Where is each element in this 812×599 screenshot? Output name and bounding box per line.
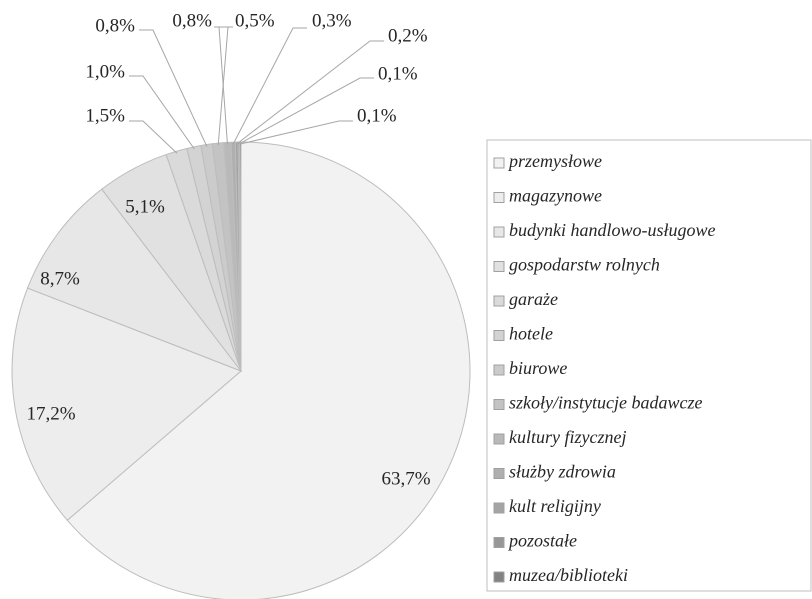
legend-swatch [493,399,505,410]
legend-swatch [493,571,505,583]
legend-label: muzea/biblioteki [509,565,628,585]
pie-slice [11,287,242,521]
data-label: 1,5% [85,105,125,126]
legend-label: gospodarstw rolnych [509,255,660,275]
leader-line [236,40,384,145]
legend-label: garaże [509,289,558,309]
pie-slice [66,141,471,599]
leader-line [139,29,208,147]
leader-line [129,75,195,150]
legend-label: szkoły/instytucje badawcze [509,393,702,413]
legend-swatch [493,537,505,548]
legend-swatch [493,364,505,376]
leader-line [238,77,374,145]
pie-slice [26,188,243,373]
legend-label: kultury fizycznej [509,427,626,447]
leader-line [218,26,233,145]
legend-label: budynki handlowo-usługowe [509,220,715,240]
legend-label: pozostałe [507,531,577,551]
data-label: 0,8% [172,10,212,31]
legend-box [486,139,812,592]
data-label: 0,8% [95,15,135,36]
legend-label: biurowe [509,358,567,378]
legend-label: kult religijny [509,496,601,516]
legend-swatch [493,261,505,272]
legend-swatch [493,226,505,238]
legend-swatch [493,157,505,169]
data-label: 0,2% [388,25,428,46]
legend-swatch [493,502,505,514]
data-label: 5,1% [125,196,165,217]
leader-line [240,120,353,145]
legend-swatch [493,295,505,307]
data-label: 0,3% [312,10,352,31]
data-label: 1,0% [85,61,125,82]
data-label: 0,1% [378,63,418,84]
leader-line [232,27,307,145]
legend-swatch [493,192,505,203]
legend-label: hotele [509,324,553,344]
legend-swatch [493,433,505,445]
legend-swatch [493,468,505,479]
data-label: 63,7% [381,468,430,489]
legend-swatch [493,330,505,341]
legend-label: przemysłowe [507,151,602,171]
data-label: 0,1% [357,105,397,126]
data-label: 0,5% [235,10,275,31]
legend-label: magazynowe [509,186,602,206]
data-label: 8,7% [40,268,80,289]
legend-label: służby zdrowia [509,462,616,482]
leader-line [129,120,178,154]
data-label: 17,2% [26,403,75,424]
